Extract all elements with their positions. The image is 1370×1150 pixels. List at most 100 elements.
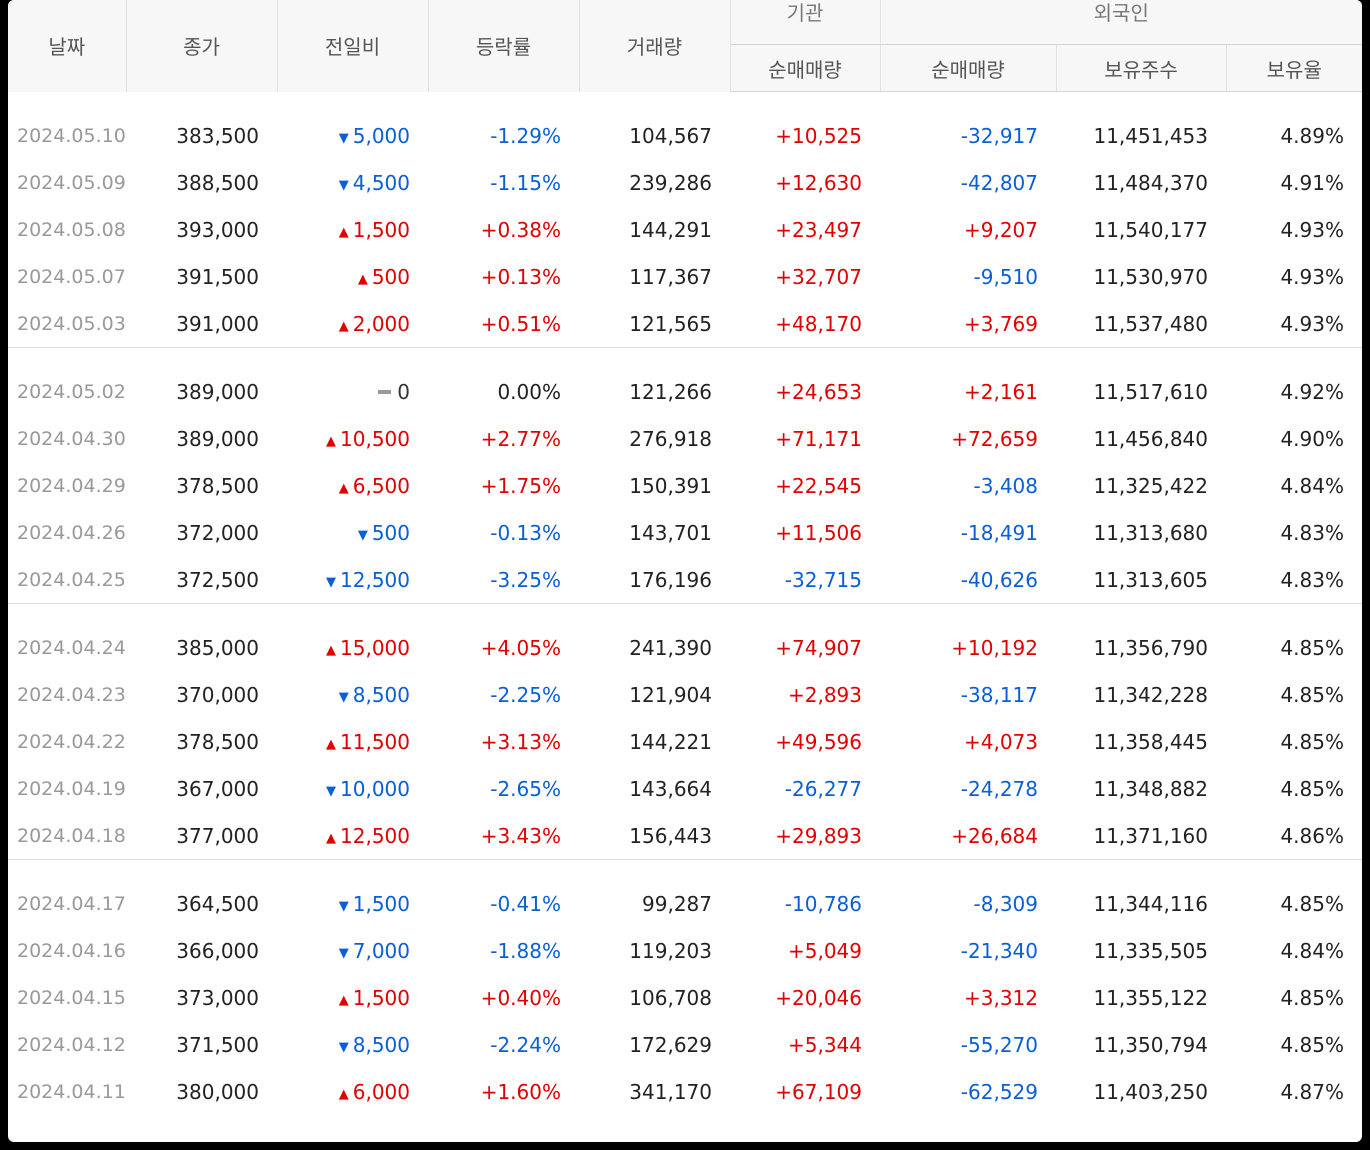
table-row: 2024.05.08 393,000 ▲ 1,500 +0.38% 144,291 +23,…: [8, 206, 1362, 253]
table-row: 2024.04.29 378,500 ▲ 6,500 +1.75% 150,391 +22,…: [8, 462, 1362, 509]
cell-rate: -3.25%: [490, 567, 561, 592]
cell-date: 2024.05.02: [17, 380, 126, 403]
cell-volume: 150,391: [629, 473, 712, 498]
col-header-date: 날짜: [8, 0, 127, 92]
table-row: 2024.04.15 373,000 ▲ 1,500 +0.40% 106,708 +20,…: [8, 974, 1362, 1021]
cell-rate: +1.75%: [480, 473, 561, 498]
cell-date: 2024.04.11: [17, 1080, 126, 1103]
cell-date: 2024.05.08: [17, 218, 126, 241]
cell-foreign-ratio: 4.84%: [1280, 938, 1344, 963]
group-spacer: [8, 604, 1362, 624]
cell-rate: -2.65%: [490, 776, 561, 801]
cell-change-value: 8,500: [352, 682, 410, 707]
cell-close: 371,500: [176, 1032, 259, 1057]
table-body: 2024.05.10 383,500 ▼ 5,000 -1.29% 104,567 +10,…: [8, 92, 1362, 1116]
cell-rate: +3.43%: [480, 823, 561, 848]
down-triangle-icon: ▼: [338, 898, 349, 914]
cell-foreign-ratio: 4.93%: [1280, 264, 1344, 289]
cell-change: ▼ 8,500: [277, 1021, 428, 1068]
cell-change: ▼ 10,000: [277, 765, 428, 812]
cell-change: ▼ 4,500: [277, 159, 428, 206]
cell-volume: 104,567: [629, 123, 712, 148]
group-divider: [8, 603, 1362, 604]
cell-close: 370,000: [176, 682, 259, 707]
cell-rate: 0.00%: [497, 379, 561, 404]
cell-volume: 143,701: [629, 520, 712, 545]
cell-change-value: 1,500: [352, 217, 410, 242]
cell-foreign-shares: 11,350,794: [1093, 1032, 1208, 1057]
cell-change-value: 6,500: [352, 473, 410, 498]
cell-foreign-ratio: 4.85%: [1280, 985, 1344, 1010]
col-header-foreign-shares: 보유주수: [1056, 44, 1227, 92]
cell-close: 383,500: [176, 123, 259, 148]
flat-dash-icon: [378, 389, 392, 394]
cell-volume: 121,266: [629, 379, 712, 404]
cell-foreign-net: +10,192: [951, 635, 1038, 660]
cell-close: 367,000: [176, 776, 259, 801]
cell-change-value: 12,500: [340, 567, 410, 592]
up-triangle-icon: ▲: [338, 992, 349, 1008]
cell-institution-net: +49,596: [775, 729, 862, 754]
cell-foreign-ratio: 4.91%: [1280, 170, 1344, 195]
table-row: 2024.04.16 366,000 ▼ 7,000 -1.88% 119,203 +5,0…: [8, 927, 1362, 974]
cell-change: ▼ 7,000: [277, 927, 428, 974]
group-spacer: [8, 860, 1362, 880]
cell-volume: 276,918: [629, 426, 712, 451]
cell-institution-net: +5,049: [787, 938, 862, 963]
col-group-institution: 기관: [730, 0, 881, 45]
cell-rate: +0.38%: [480, 217, 561, 242]
cell-date: 2024.04.16: [17, 939, 126, 962]
down-triangle-icon: ▼: [326, 574, 337, 590]
up-triangle-icon: ▲: [326, 830, 337, 846]
cell-institution-net: +5,344: [787, 1032, 862, 1057]
cell-foreign-ratio: 4.90%: [1280, 426, 1344, 451]
cell-change-value: 500: [371, 520, 410, 545]
table-header: 날짜 종가 전일비 등락률 거래량 기관 외국인 순매매량 순매매량 보유주수 …: [8, 0, 1362, 92]
table-row: 2024.04.26 372,000 ▼ 500 -0.13% 143,701 +11,50…: [8, 509, 1362, 556]
cell-foreign-net: -55,270: [960, 1032, 1038, 1057]
cell-foreign-net: +3,312: [963, 985, 1038, 1010]
cell-close: 377,000: [176, 823, 259, 848]
cell-change-value: 2,000: [352, 311, 410, 336]
cell-rate: +0.40%: [480, 985, 561, 1010]
cell-foreign-ratio: 4.89%: [1280, 123, 1344, 148]
cell-date: 2024.04.23: [17, 683, 126, 706]
cell-rate: -1.29%: [490, 123, 561, 148]
cell-close: 388,500: [176, 170, 259, 195]
cell-foreign-shares: 11,313,605: [1093, 567, 1208, 592]
up-triangle-icon: ▲: [338, 480, 349, 496]
cell-rate: -2.25%: [490, 682, 561, 707]
cell-volume: 144,221: [629, 729, 712, 754]
cell-foreign-ratio: 4.85%: [1280, 776, 1344, 801]
cell-foreign-net: -62,529: [960, 1079, 1038, 1104]
cell-date: 2024.05.09: [17, 171, 126, 194]
cell-rate: -0.13%: [490, 520, 561, 545]
cell-rate: -2.24%: [490, 1032, 561, 1057]
cell-institution-net: -32,715: [784, 567, 862, 592]
cell-rate: -1.15%: [490, 170, 561, 195]
cell-volume: 119,203: [629, 938, 712, 963]
table-row: 2024.04.22 378,500 ▲ 11,500 +3.13% 144,221 +49…: [8, 718, 1362, 765]
cell-foreign-ratio: 4.84%: [1280, 473, 1344, 498]
cell-close: 366,000: [176, 938, 259, 963]
cell-rate: +2.77%: [480, 426, 561, 451]
cell-close: 380,000: [176, 1079, 259, 1104]
cell-change-value: 5,000: [352, 123, 410, 148]
cell-institution-net: +11,506: [775, 520, 862, 545]
cell-volume: 121,565: [629, 311, 712, 336]
cell-rate: -1.88%: [490, 938, 561, 963]
cell-change-value: 12,500: [340, 823, 410, 848]
cell-foreign-shares: 11,456,840: [1093, 426, 1208, 451]
down-triangle-icon: ▼: [338, 177, 349, 193]
cell-volume: 143,664: [629, 776, 712, 801]
cell-close: 372,000: [176, 520, 259, 545]
cell-foreign-ratio: 4.85%: [1280, 891, 1344, 916]
cell-date: 2024.04.18: [17, 824, 126, 847]
cell-close: 364,500: [176, 891, 259, 916]
cell-date: 2024.04.22: [17, 730, 126, 753]
cell-institution-net: +74,907: [775, 635, 862, 660]
daily-price-table: 날짜 종가 전일비 등락률 거래량 기관 외국인 순매매량 순매매량 보유주수 …: [8, 0, 1362, 1115]
down-triangle-icon: ▼: [357, 527, 368, 543]
up-triangle-icon: ▲: [338, 224, 349, 240]
